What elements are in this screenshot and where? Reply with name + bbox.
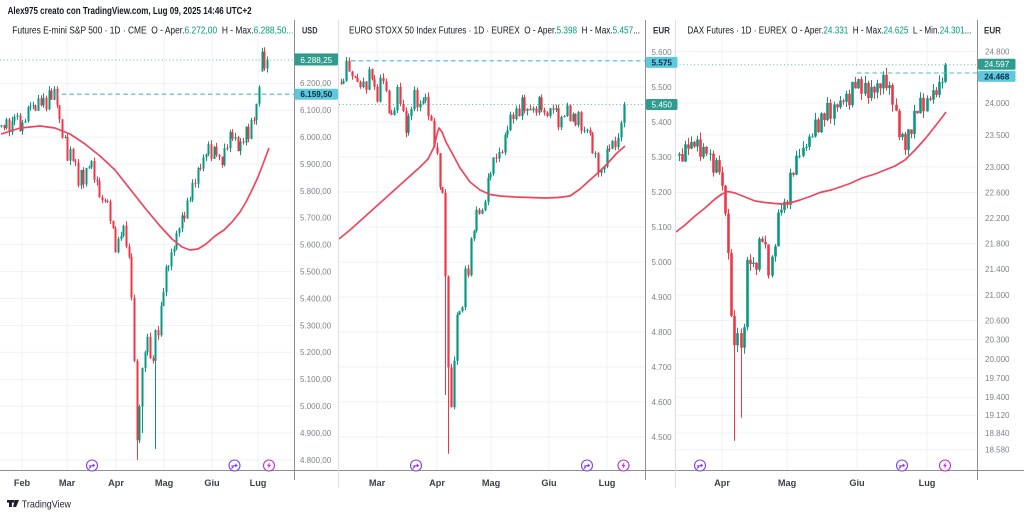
svg-text:5.100: 5.100 — [652, 223, 673, 232]
svg-text:Mar: Mar — [59, 478, 76, 488]
svg-text:19.120: 19.120 — [985, 411, 1010, 420]
svg-text:24.000: 24.000 — [985, 99, 1010, 108]
svg-text:Alex975 creato con TradingView: Alex975 creato con TradingView.com, Lug … — [8, 6, 252, 17]
svg-text:5.000: 5.000 — [652, 258, 673, 267]
svg-text:5.100,00: 5.100,00 — [300, 375, 332, 384]
svg-text:18.840: 18.840 — [985, 429, 1010, 438]
svg-text:5.575: 5.575 — [652, 58, 673, 67]
svg-text:5.200,00: 5.200,00 — [300, 348, 332, 357]
svg-text:21.800: 21.800 — [985, 240, 1010, 249]
svg-text:20.600: 20.600 — [985, 316, 1010, 325]
svg-text:4.900,00: 4.900,00 — [300, 429, 332, 438]
svg-text:4.800,00: 4.800,00 — [300, 456, 332, 465]
svg-text:6.159,50: 6.159,50 — [300, 90, 332, 99]
svg-text:Apr: Apr — [108, 478, 124, 488]
svg-text:5.400,00: 5.400,00 — [300, 294, 332, 303]
svg-text:5.900,00: 5.900,00 — [300, 160, 332, 169]
svg-text:5.800,00: 5.800,00 — [300, 187, 332, 196]
svg-text:5.300,00: 5.300,00 — [300, 321, 332, 330]
svg-text:EUR: EUR — [653, 26, 670, 37]
svg-text:5.200: 5.200 — [652, 188, 673, 197]
svg-text:Feb: Feb — [14, 478, 31, 488]
svg-text:DAX Futures · 1D · EUREX O -: DAX Futures · 1D · EUREX O - Aper.24.331… — [687, 26, 971, 37]
svg-text:Giu: Giu — [204, 478, 219, 488]
svg-text:6.200,00: 6.200,00 — [300, 79, 332, 88]
svg-text:TradingView: TradingView — [22, 499, 72, 511]
svg-text:5.700,00: 5.700,00 — [300, 214, 332, 223]
svg-text:5.300: 5.300 — [652, 153, 673, 162]
svg-text:Lug: Lug — [919, 478, 936, 488]
svg-text:4.600: 4.600 — [652, 398, 673, 407]
svg-text:5.500: 5.500 — [652, 83, 673, 92]
svg-text:Mag: Mag — [155, 478, 173, 488]
svg-text:6.000,00: 6.000,00 — [300, 133, 332, 142]
svg-text:6.100,00: 6.100,00 — [300, 106, 332, 115]
svg-text:Mag: Mag — [778, 478, 796, 488]
svg-text:5.450: 5.450 — [652, 101, 673, 110]
svg-text:20.000: 20.000 — [985, 355, 1010, 364]
svg-text:5.000,00: 5.000,00 — [300, 402, 332, 411]
svg-text:Apr: Apr — [714, 478, 730, 488]
svg-text:20.300: 20.300 — [985, 336, 1010, 345]
svg-text:24.468: 24.468 — [984, 72, 1009, 81]
svg-text:Giu: Giu — [849, 478, 864, 488]
svg-text:19.700: 19.700 — [985, 374, 1010, 383]
svg-text:USD: USD — [302, 26, 318, 37]
svg-text:Giu: Giu — [541, 478, 556, 488]
svg-text:EURO STOXX 50 Index Futures ·: EURO STOXX 50 Index Futures · 1D · EUREX… — [349, 26, 640, 37]
svg-text:5.500,00: 5.500,00 — [300, 268, 332, 277]
svg-text:4.700: 4.700 — [652, 363, 673, 372]
svg-text:23.500: 23.500 — [985, 131, 1010, 140]
svg-text:21.000: 21.000 — [985, 291, 1010, 300]
svg-text:Lug: Lug — [599, 478, 616, 488]
svg-text:24.597: 24.597 — [984, 60, 1009, 69]
svg-text:4.500: 4.500 — [652, 433, 673, 442]
svg-text:EUR: EUR — [984, 26, 1001, 37]
svg-text:22.200: 22.200 — [985, 214, 1010, 223]
svg-text:Futures E-mini S&P 500 · 1D ·: Futures E-mini S&P 500 · 1D · CME O - Ap… — [12, 26, 293, 37]
svg-text:23.000: 23.000 — [985, 163, 1010, 172]
svg-text:5.400: 5.400 — [652, 118, 673, 127]
svg-text:22.600: 22.600 — [985, 188, 1010, 197]
svg-text:Lug: Lug — [250, 478, 267, 488]
svg-text:19.400: 19.400 — [985, 393, 1010, 402]
svg-text:5.600,00: 5.600,00 — [300, 241, 332, 250]
svg-text:24.800: 24.800 — [985, 48, 1010, 57]
svg-text:18.580: 18.580 — [985, 446, 1010, 455]
svg-text:5.600: 5.600 — [652, 48, 673, 57]
svg-text:Mar: Mar — [369, 478, 386, 488]
svg-text:21.400: 21.400 — [985, 265, 1010, 274]
svg-text:Apr: Apr — [429, 478, 445, 488]
svg-text:Mag: Mag — [482, 478, 500, 488]
svg-text:4.900: 4.900 — [652, 293, 673, 302]
svg-text:6.288,25: 6.288,25 — [300, 56, 332, 65]
svg-text:4.800: 4.800 — [652, 328, 673, 337]
